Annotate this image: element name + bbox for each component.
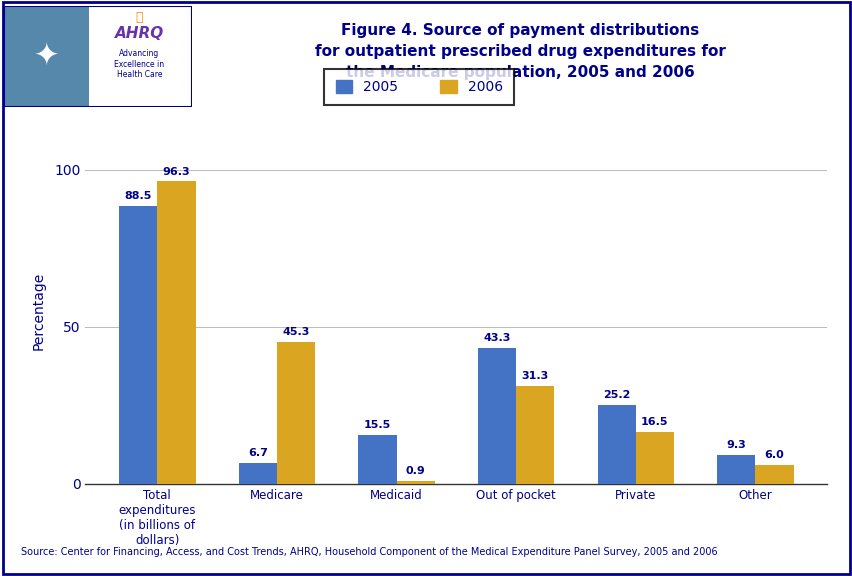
Text: 96.3: 96.3 <box>163 166 190 177</box>
Legend: 2005, 2006: 2005, 2006 <box>324 69 514 105</box>
Bar <box>157 181 195 484</box>
Text: ⌒: ⌒ <box>135 12 143 24</box>
Text: 6.7: 6.7 <box>248 448 268 458</box>
Y-axis label: Percentage: Percentage <box>32 272 46 350</box>
Text: 43.3: 43.3 <box>483 333 510 343</box>
Text: 88.5: 88.5 <box>124 191 152 201</box>
Text: 45.3: 45.3 <box>282 327 309 337</box>
Bar <box>717 454 755 484</box>
Bar <box>119 206 157 484</box>
Bar <box>396 481 435 484</box>
Text: 9.3: 9.3 <box>726 440 746 450</box>
Text: ✦: ✦ <box>34 41 59 71</box>
Text: 15.5: 15.5 <box>363 420 390 430</box>
Bar <box>277 342 315 484</box>
Bar <box>4 6 89 107</box>
Bar <box>755 465 792 484</box>
Text: 31.3: 31.3 <box>521 371 549 381</box>
Text: Figure 4. Source of payment distributions
for outpatient prescribed drug expendi: Figure 4. Source of payment distribution… <box>314 22 725 79</box>
Bar <box>515 385 554 484</box>
Bar <box>358 435 396 484</box>
Text: Advancing
Excellence in
Health Care: Advancing Excellence in Health Care <box>114 50 164 79</box>
Text: 6.0: 6.0 <box>763 450 784 460</box>
Text: AHRQ: AHRQ <box>115 26 164 41</box>
Bar <box>239 463 277 484</box>
Bar <box>477 348 515 484</box>
Text: 25.2: 25.2 <box>602 390 630 400</box>
Bar <box>635 432 673 484</box>
Bar <box>596 405 635 484</box>
Text: 16.5: 16.5 <box>641 417 668 427</box>
Text: 0.9: 0.9 <box>406 467 425 476</box>
Text: Source: Center for Financing, Access, and Cost Trends, AHRQ, Household Component: Source: Center for Financing, Access, an… <box>21 547 717 557</box>
